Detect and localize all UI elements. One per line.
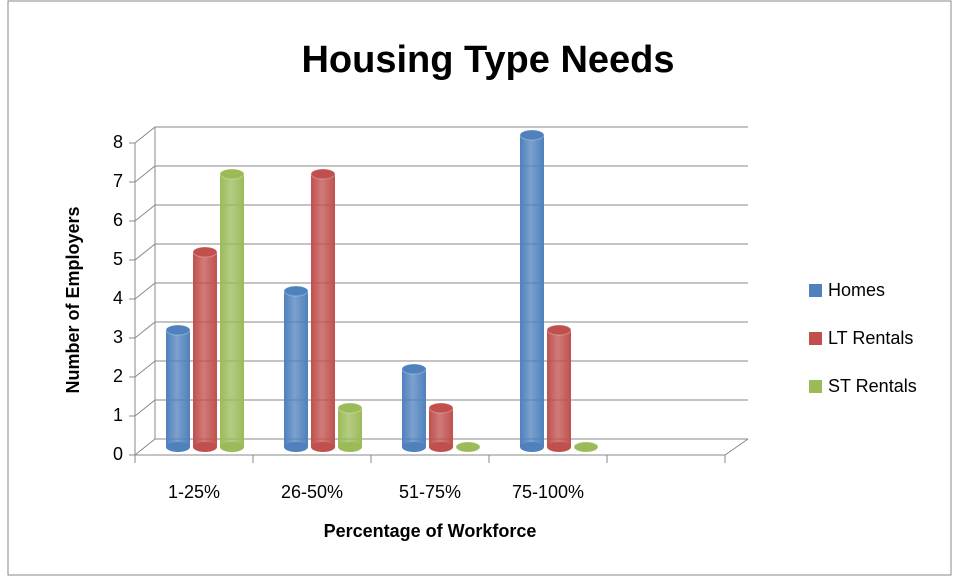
y-tick-label: 6 [113,210,123,230]
bar [337,402,363,452]
bar [546,324,572,452]
bar [519,129,545,452]
legend-swatch [809,332,822,345]
y-tick-label: 3 [113,327,123,347]
y-tick-label: 8 [113,132,123,152]
bar [401,363,427,452]
x-axis-title: Percentage of Workforce [324,521,537,541]
bar [192,246,218,452]
grid-line [134,282,748,300]
y-axis-title: Number of Employers [63,206,83,393]
grid-line [134,243,748,261]
grid-line [134,126,748,144]
y-tick-label: 5 [113,249,123,269]
y-tick-label: 1 [113,405,123,425]
chart-title: Housing Type Needs [301,39,674,81]
bar [165,324,191,452]
bar [455,441,481,453]
bar [428,402,454,452]
legend-label: ST Rentals [828,376,917,396]
chart-border [7,0,952,576]
bar [219,168,245,452]
bar [310,168,336,452]
grid-line [134,165,748,183]
bar [573,441,599,453]
legend-swatch [809,284,822,297]
y-tick-label: 4 [113,288,123,308]
legend-label: Homes [828,280,885,300]
y-tick-label: 2 [113,366,123,386]
legend-swatch [809,380,822,393]
x-tick-label: 26-50% [281,482,343,502]
grid-line [134,204,748,222]
x-tick-label: 51-75% [399,482,461,502]
y-tick-label: 0 [113,444,123,464]
grid-line [134,321,748,339]
x-tick-label: 1-25% [168,482,220,502]
legend-label: LT Rentals [828,328,913,348]
y-tick-label: 7 [113,171,123,191]
bar [283,285,309,452]
x-tick-label: 75-100% [512,482,584,502]
